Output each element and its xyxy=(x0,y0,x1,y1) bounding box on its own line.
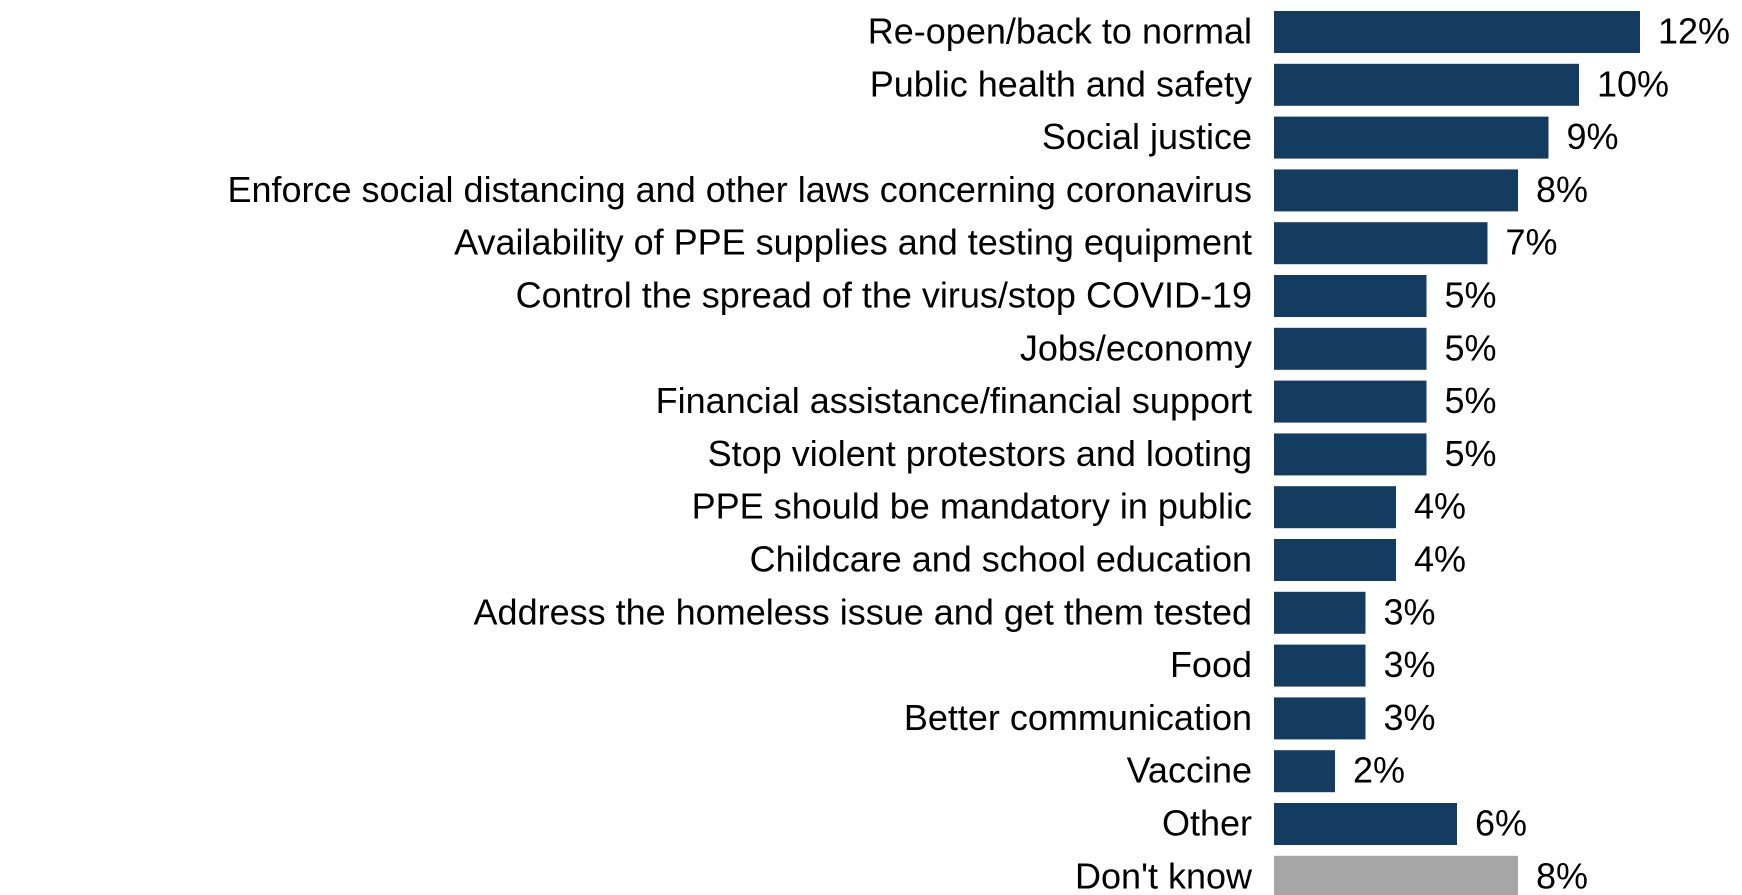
category-label: Other xyxy=(1162,803,1252,844)
category-label: Childcare and school education xyxy=(750,539,1252,580)
value-label: 12% xyxy=(1658,11,1730,52)
category-label: Better communication xyxy=(904,697,1252,738)
bar xyxy=(1274,116,1549,159)
value-label: 7% xyxy=(1506,222,1558,263)
bar xyxy=(1274,433,1427,476)
value-label: 3% xyxy=(1384,697,1436,738)
category-label: Social justice xyxy=(1042,116,1252,157)
value-label: 4% xyxy=(1414,539,1466,580)
bar xyxy=(1274,327,1427,370)
value-label: 6% xyxy=(1475,803,1527,844)
category-label: Enforce social distancing and other laws… xyxy=(227,169,1252,210)
category-label: Food xyxy=(1170,644,1252,685)
category-label: Stop violent protestors and looting xyxy=(708,433,1252,474)
bar xyxy=(1274,169,1518,212)
bar xyxy=(1274,750,1335,793)
bar xyxy=(1274,697,1366,740)
value-label: 2% xyxy=(1353,750,1405,791)
value-label: 10% xyxy=(1597,63,1669,104)
value-label: 3% xyxy=(1384,591,1436,632)
category-label: Don't know xyxy=(1075,855,1253,895)
bar xyxy=(1274,855,1518,895)
bar xyxy=(1274,644,1366,687)
category-label: Financial assistance/financial support xyxy=(656,380,1252,421)
category-label: Public health and safety xyxy=(870,63,1252,104)
bar xyxy=(1274,275,1427,317)
bar xyxy=(1274,222,1488,265)
value-label: 9% xyxy=(1567,116,1619,157)
category-label: PPE should be mandatory in public xyxy=(692,486,1252,527)
bar xyxy=(1274,591,1366,634)
category-label: Address the homeless issue and get them … xyxy=(474,591,1252,632)
category-label: Vaccine xyxy=(1127,750,1252,791)
value-label: 8% xyxy=(1536,169,1588,210)
bar xyxy=(1274,380,1427,423)
value-label: 5% xyxy=(1445,327,1497,368)
value-label: 5% xyxy=(1445,433,1497,474)
value-label: 5% xyxy=(1445,380,1497,421)
category-label: Availability of PPE supplies and testing… xyxy=(454,222,1252,263)
value-label: 4% xyxy=(1414,486,1466,527)
category-label: Control the spread of the virus/stop COV… xyxy=(516,275,1252,316)
bar xyxy=(1274,539,1396,581)
bar xyxy=(1274,803,1457,845)
value-label: 8% xyxy=(1536,855,1588,895)
bar xyxy=(1274,11,1640,53)
category-label: Re-open/back to normal xyxy=(868,11,1252,52)
category-label: Jobs/economy xyxy=(1020,327,1252,368)
bar xyxy=(1274,486,1396,529)
value-label: 3% xyxy=(1384,644,1436,685)
value-label: 5% xyxy=(1445,275,1497,316)
bar xyxy=(1274,63,1579,106)
